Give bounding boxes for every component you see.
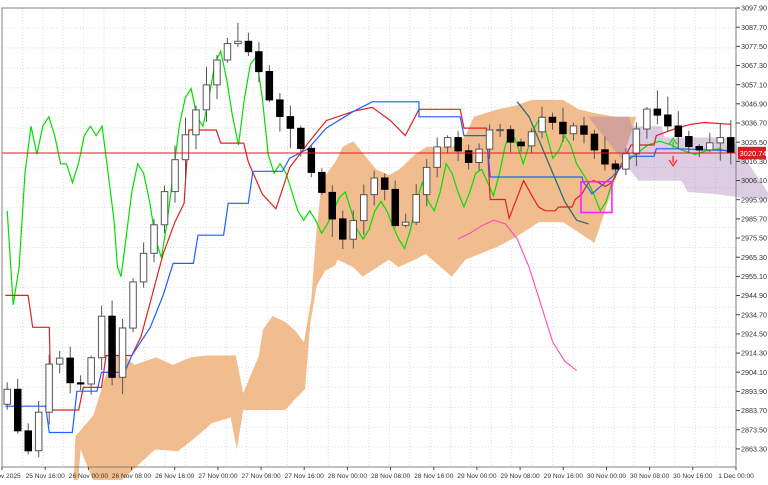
svg-text:26 Nov 00:00: 26 Nov 00:00 [69,473,109,480]
svg-text:30 Nov 08:00: 30 Nov 08:00 [630,473,670,480]
svg-text:28 Nov 08:00: 28 Nov 08:00 [371,473,411,480]
svg-text:29 Nov 00:00: 29 Nov 00:00 [457,473,497,480]
svg-text:2883.70: 2883.70 [741,406,767,415]
svg-text:27 Nov 08:00: 27 Nov 08:00 [241,473,281,480]
svg-text:2985.70: 2985.70 [741,215,767,224]
svg-text:28 Nov 16:00: 28 Nov 16:00 [414,473,454,480]
svg-text:27 Nov 00:00: 27 Nov 00:00 [198,473,238,480]
svg-text:3046.90: 3046.90 [741,99,767,108]
svg-text:2955.10: 2955.10 [741,272,767,281]
svg-text:3036.70: 3036.70 [741,119,767,128]
svg-text:30 Nov 00:00: 30 Nov 00:00 [587,473,627,480]
svg-text:3057.10: 3057.10 [741,80,767,89]
svg-text:25 Nov 16:00: 25 Nov 16:00 [26,473,66,480]
svg-text:28 Nov 00:00: 28 Nov 00:00 [328,473,368,480]
svg-text:2995.90: 2995.90 [741,195,767,204]
svg-text:30 Nov 16:00: 30 Nov 16:00 [673,473,713,480]
svg-text:2975.50: 2975.50 [741,234,767,243]
svg-text:2944.90: 2944.90 [741,291,767,300]
svg-text:3097.90: 3097.90 [741,4,767,13]
svg-text:3067.30: 3067.30 [741,61,767,70]
svg-text:25 Nov 2025: 25 Nov 2025 [0,473,21,480]
svg-text:3020.74: 3020.74 [740,149,767,158]
svg-text:3087.70: 3087.70 [741,23,767,32]
svg-text:26 Nov 08:00: 26 Nov 08:00 [112,473,152,480]
svg-text:2893.90: 2893.90 [741,387,767,396]
svg-text:3026.50: 3026.50 [741,138,767,147]
svg-text:1 Dec 00:00: 1 Dec 00:00 [718,473,754,480]
svg-text:2914.30: 2914.30 [741,349,767,358]
svg-text:2873.50: 2873.50 [741,425,767,434]
svg-text:26 Nov 16:00: 26 Nov 16:00 [155,473,195,480]
svg-text:2924.50: 2924.50 [741,330,767,339]
svg-text:3006.10: 3006.10 [741,176,767,185]
svg-text:27 Nov 16:00: 27 Nov 16:00 [285,473,325,480]
svg-text:2965.30: 2965.30 [741,253,767,262]
svg-text:29 Nov 08:00: 29 Nov 08:00 [500,473,540,480]
svg-text:2904.10: 2904.10 [741,368,767,377]
svg-text:3077.50: 3077.50 [741,42,767,51]
svg-text:29 Nov 16:00: 29 Nov 16:00 [544,473,584,480]
svg-text:2934.70: 2934.70 [741,310,767,319]
svg-text:2863.30: 2863.30 [741,445,767,454]
